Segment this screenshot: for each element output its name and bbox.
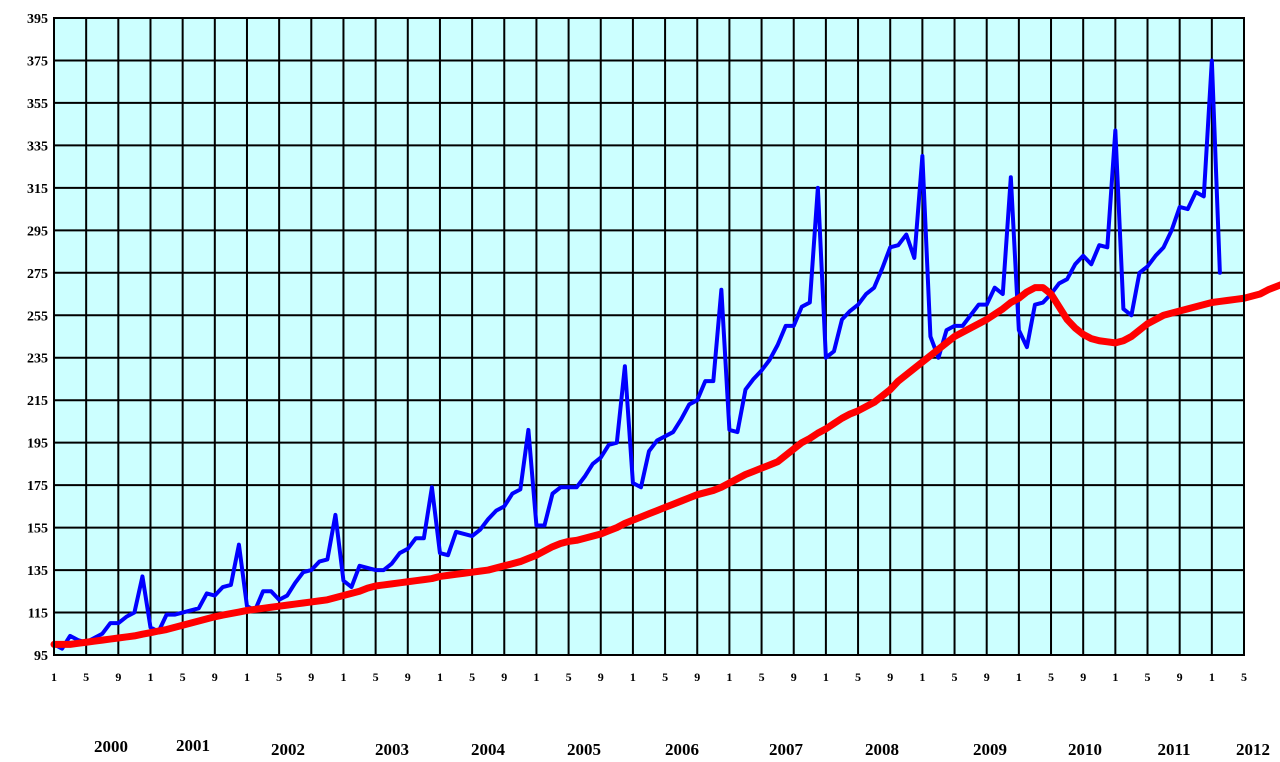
y-tick-label: 375 [27, 54, 48, 69]
series-layer [50, 58, 1280, 651]
x-tick-label: 1 [147, 670, 153, 684]
year-labels: 2000 2001 2002 2003 2004 2005 2006 2007 2008 2009… [94, 736, 1270, 759]
year-label: 2006 [665, 740, 699, 759]
year-label: 2003 [375, 740, 409, 759]
y-axis-tick-labels: 95 115 135 155 175 195 215 235 255 275 295 315 335 35… [27, 12, 48, 664]
year-label: 2002 [271, 740, 305, 759]
y-tick-label: 315 [27, 182, 48, 197]
year-label: 2011 [1157, 740, 1190, 759]
year-label: 2001 [176, 736, 210, 755]
x-tick-label: 5 [566, 670, 572, 684]
x-tick-label: 5 [469, 670, 475, 684]
x-tick-label: 5 [276, 670, 282, 684]
y-tick-label: 395 [27, 12, 48, 27]
y-tick-label: 115 [28, 607, 48, 622]
year-label: 2005 [567, 740, 601, 759]
x-tick-label: 5 [855, 670, 861, 684]
x-tick-label: 9 [212, 670, 218, 684]
x-tick-label: 9 [598, 670, 604, 684]
x-tick-label: 9 [887, 670, 893, 684]
x-tick-label: 1 [244, 670, 250, 684]
x-tick-label: 1 [630, 670, 636, 684]
plot-area-background [54, 18, 1244, 655]
y-tick-label: 235 [27, 352, 48, 367]
x-tick-label: 9 [115, 670, 121, 684]
x-tick-label: 1 [1112, 670, 1118, 684]
y-tick-label: 175 [27, 479, 48, 494]
year-label: 2009 [973, 740, 1007, 759]
x-tick-label: 5 [952, 670, 958, 684]
plot-area-border [53, 17, 1245, 656]
x-tick-label: 1 [51, 670, 57, 684]
year-label: 2004 [471, 740, 506, 759]
y-tick-label: 195 [27, 437, 48, 452]
x-tick-label: 1 [1016, 670, 1022, 684]
y-tick-label: 215 [27, 394, 48, 409]
x-tick-label: 9 [405, 670, 411, 684]
x-tick-label: 5 [759, 670, 765, 684]
x-tick-label: 9 [791, 670, 797, 684]
x-tick-label: 1 [340, 670, 346, 684]
x-tick-label: 5 [1241, 670, 1247, 684]
year-label: 2010 [1068, 740, 1102, 759]
year-label: 2007 [769, 740, 804, 759]
y-tick-label: 275 [27, 267, 48, 282]
series-line-trend [50, 281, 1280, 648]
x-tick-label: 1 [533, 670, 539, 684]
x-tick-label: 1 [437, 670, 443, 684]
x-tick-label: 1 [823, 670, 829, 684]
x-tick-label: 1 [726, 670, 732, 684]
x-tick-label: 5 [83, 670, 89, 684]
x-tick-label: 5 [180, 670, 186, 684]
x-tick-label: 9 [1080, 670, 1086, 684]
chart-grid [54, 18, 1244, 655]
x-tick-label: 9 [984, 670, 990, 684]
y-tick-label: 255 [27, 309, 48, 324]
x-tick-label: 9 [501, 670, 507, 684]
y-tick-label: 135 [27, 564, 48, 579]
x-tick-label: 1 [1209, 670, 1215, 684]
year-label: 2008 [865, 740, 899, 759]
x-tick-label: 1 [919, 670, 925, 684]
y-tick-label: 155 [27, 522, 48, 537]
y-tick-label: 295 [27, 224, 48, 239]
year-label: 2000 [94, 737, 128, 756]
x-tick-label: 5 [1145, 670, 1151, 684]
year-label: 2012 [1236, 740, 1270, 759]
y-tick-label: 355 [27, 97, 48, 112]
y-tick-label: 335 [27, 139, 48, 154]
x-tick-label: 5 [373, 670, 379, 684]
x-tick-label: 5 [1048, 670, 1054, 684]
x-tick-label: 9 [694, 670, 700, 684]
y-tick-label: 95 [34, 649, 48, 664]
x-tick-label: 9 [308, 670, 314, 684]
x-axis-tick-labels: 1 5 9 1 5 9 1 5 9 1 5 9 1 5 9 1 5 9 1 5 9 1 5 9 1 5 9 1 5 9 1 5 9 1 5 9 1 5 [51, 670, 1247, 684]
x-tick-label: 5 [662, 670, 668, 684]
x-tick-label: 9 [1177, 670, 1183, 684]
